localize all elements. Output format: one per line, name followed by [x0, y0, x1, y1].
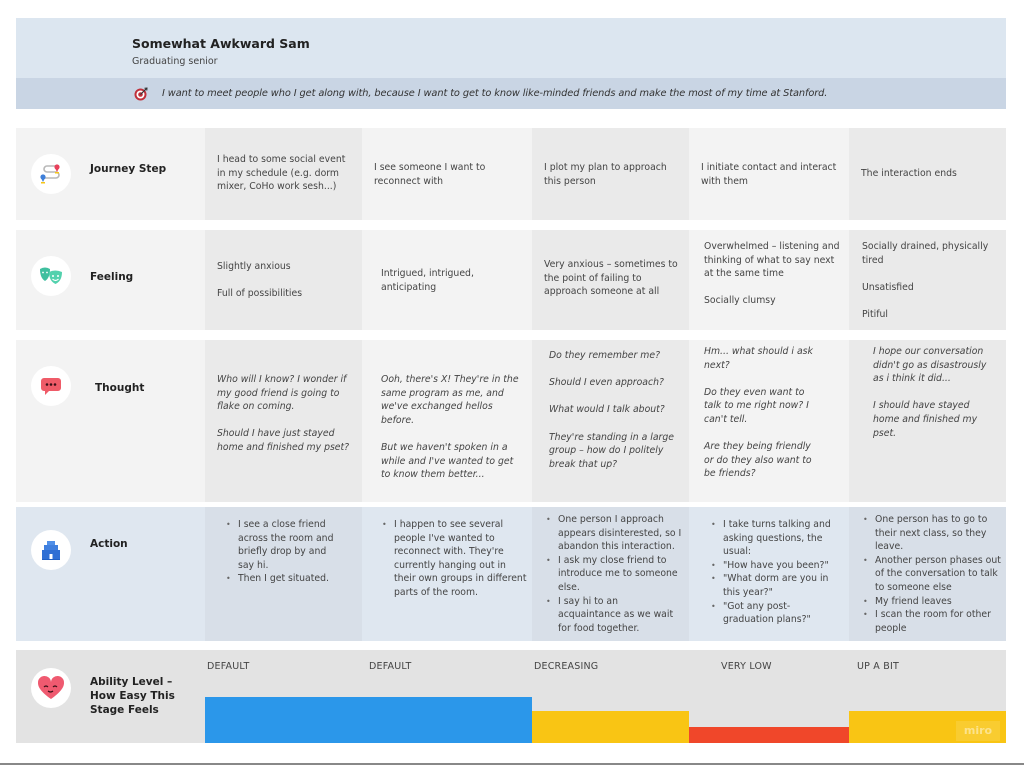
cell-text: Do they even want to talk to me right no…: [704, 386, 809, 425]
ability-level-bar: [362, 697, 532, 743]
row-feeling: Feeling Slightly anxious Full of possibi…: [16, 230, 1006, 330]
divider: [0, 763, 1024, 765]
feeling-cell-5: Socially drained, physically tired Unsat…: [849, 230, 1006, 330]
cell-text: Intrigued, intrigued, anticipating: [381, 268, 474, 293]
list-item: I happen to see several people I've want…: [382, 518, 528, 600]
cell-text: Very anxious – sometimes to the point of…: [544, 259, 678, 298]
row-label-thought: Thought: [95, 382, 145, 394]
journey-cell-2: I see someone I want to reconnect with: [362, 128, 532, 220]
speech-bubble-icon: [31, 366, 71, 406]
action-cell-3: One person I approach appears disinteres…: [532, 507, 689, 641]
journey-cell-3: I plot my plan to approach this person: [532, 128, 689, 220]
ability-level-bar: [689, 727, 849, 743]
cell-text: Ooh, there's X! They're in the same prog…: [381, 374, 519, 426]
goal-text: I want to meet people who I get along wi…: [162, 88, 828, 99]
list-item: Then I get situated.: [226, 572, 344, 586]
row-label-journey-step: Journey Step: [90, 163, 167, 175]
cell-text: Should I have just stayed home and finis…: [217, 428, 350, 453]
thought-cell-4: Hm... what should i ask next? Do they ev…: [689, 340, 849, 502]
thought-cell-2: Ooh, there's X! They're in the same prog…: [362, 340, 532, 502]
feeling-cell-1: Slightly anxious Full of possibilities: [205, 230, 362, 330]
persona-header: Somewhat Awkward Sam Graduating senior: [16, 18, 1006, 78]
feeling-cell-3: Very anxious – sometimes to the point of…: [532, 230, 689, 330]
cell-text: Slightly anxious: [217, 261, 291, 272]
cell-text: Hm... what should i ask next?: [704, 346, 813, 371]
list-item: I scan the room for other people: [863, 608, 1002, 635]
list-item: "Got any post-graduation plans?": [711, 600, 839, 627]
action-cell-1: I see a close friend across the room and…: [205, 507, 362, 641]
list-item: I see a close friend across the room and…: [226, 518, 344, 572]
ability-level-label: DEFAULT: [369, 661, 412, 672]
persona-name: Somewhat Awkward Sam: [132, 36, 310, 51]
cell-text: I see someone I want to reconnect with: [374, 162, 486, 187]
ability-level-label: VERY LOW: [721, 661, 772, 672]
ability-level-bar: [532, 711, 689, 743]
cell-text: I head to some social event in my schedu…: [217, 154, 346, 193]
cell-text: The interaction ends: [861, 168, 957, 179]
cell-text: Should I even approach?: [549, 377, 664, 389]
action-cell-4: I take turns talking and asking question…: [689, 507, 849, 641]
cell-text: Who will I know? I wonder if my good fri…: [217, 374, 347, 413]
list-item: I ask my close friend to introduce me to…: [546, 554, 683, 595]
row-action: Action I see a close friend across the r…: [16, 507, 1006, 641]
cell-text: I hope our conversation didn't go as dis…: [873, 346, 987, 385]
feeling-cell-2: Intrigued, intrigued, anticipating: [362, 230, 532, 330]
journey-cell-4: I initiate contact and interact with the…: [689, 128, 849, 220]
action-cell-5: One person has to go to their next class…: [849, 507, 1006, 641]
journey-cell-1: I head to some social event in my schedu…: [205, 128, 362, 220]
action-cell-2: I happen to see several people I've want…: [362, 507, 532, 641]
cell-text: But we haven't spoken in a while and I'v…: [381, 441, 514, 481]
journey-cell-5: The interaction ends: [849, 128, 1006, 220]
target-icon: [134, 87, 148, 101]
cell-text: What would I talk about?: [549, 404, 665, 416]
cell-text: Overwhelmed – listening and thinking of …: [704, 241, 840, 280]
row-label-action: Action: [90, 538, 128, 550]
route-map-pins-icon: [31, 154, 71, 194]
row-journey-step: Journey Step I head to some social event…: [16, 128, 1006, 220]
smiling-heart-icon: [31, 668, 71, 708]
cell-text: They're standing in a large group – how …: [549, 431, 674, 470]
cell-text: Unsatisfied: [862, 281, 914, 293]
thought-cell-1: Who will I know? I wonder if my good fri…: [205, 340, 362, 502]
theater-masks-icon: [31, 256, 71, 296]
cell-text: I plot my plan to approach this person: [544, 162, 667, 187]
list-item: Another person phases out of the convers…: [863, 554, 1002, 595]
thought-cell-5: I hope our conversation didn't go as dis…: [849, 340, 1006, 502]
cell-text: Full of possibilities: [217, 288, 303, 300]
ability-level-label: DEFAULT: [207, 661, 250, 672]
row-thought: Thought Who will I know? I wonder if my …: [16, 340, 1006, 502]
list-item: "How have you been?": [711, 559, 839, 573]
list-item: One person has to go to their next class…: [863, 513, 1002, 554]
row-label-ability-level: Ability Level – How Easy This Stage Feel…: [90, 676, 175, 716]
list-item: My friend leaves: [863, 595, 1002, 609]
ability-level-label: DECREASING: [534, 661, 599, 672]
cell-text: Socially clumsy: [704, 295, 776, 307]
ability-level-bar: [205, 697, 362, 743]
ability-level-label: UP A BIT: [857, 661, 899, 672]
feeling-cell-4: Overwhelmed – listening and thinking of …: [689, 230, 849, 330]
row-label-feeling: Feeling: [90, 271, 134, 283]
cell-text: Are they being friendly or do they also …: [704, 441, 812, 480]
cell-text: Do they remember me?: [549, 350, 660, 361]
ability-level-bar: [849, 711, 1006, 743]
miro-watermark: miro: [956, 721, 1000, 741]
list-item: "What dorm are you in this year?": [711, 572, 839, 599]
persona-role: Graduating senior: [132, 56, 218, 67]
list-item: One person I approach appears disinteres…: [546, 513, 683, 554]
cell-text: Socially drained, physically tired: [862, 241, 989, 266]
cell-text: I should have stayed home and finished m…: [873, 400, 978, 439]
list-item: I say hi to an acquaintance as we wait f…: [546, 595, 683, 636]
row-ability-level: Ability Level – How Easy This Stage Feel…: [16, 650, 1006, 743]
list-item: I take turns talking and asking question…: [711, 518, 839, 559]
persona-goal: I want to meet people who I get along wi…: [16, 78, 1006, 109]
building-icon: [31, 530, 71, 570]
thought-cell-3: Do they remember me? Should I even appro…: [532, 340, 689, 502]
cell-text: I initiate contact and interact with the…: [701, 162, 837, 187]
cell-text: Pitiful: [862, 308, 888, 320]
